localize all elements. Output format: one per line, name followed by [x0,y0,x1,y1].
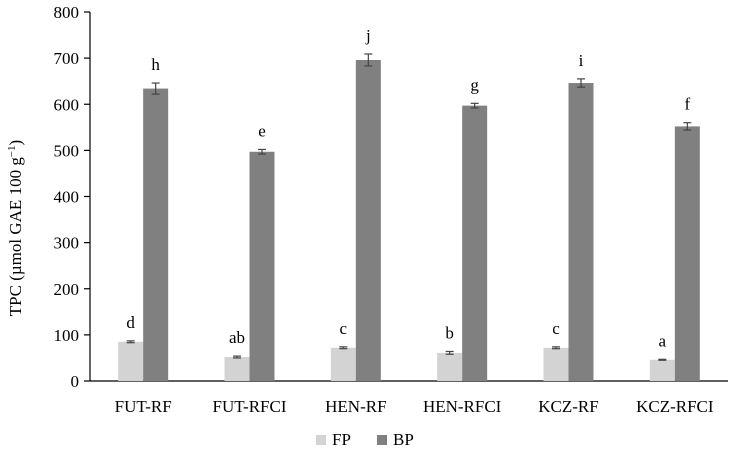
bar-bp [674,126,700,381]
y-tick-label: 200 [54,280,80,299]
significance-labels: d h ab e c j b g c i a f [126,26,690,350]
significance-letter: g [470,75,479,94]
bar-bp [249,151,275,381]
category-labels: FUT-RF FUT-RFCI HEN-RF HEN-RFCI KCZ-RF KCZ-RF… [115,397,714,416]
x-category-label: HEN-RFCI [423,397,502,416]
y-tick-label: 400 [54,188,80,207]
error-bars [126,53,692,361]
y-tick-label: 800 [54,3,80,22]
y-axis-label-superscript: −1 [6,145,18,157]
x-category-label: HEN-RF [325,397,386,416]
y-axis-label-main: TPC (µmol GAE 100 g [6,157,25,317]
legend-swatch-fp [316,435,326,445]
bar-fp [437,352,463,381]
y-tick-label: 700 [54,49,80,68]
legend-label-fp: FP [332,430,351,449]
bar-fp [330,347,356,381]
significance-letter: e [258,121,266,140]
y-axis-label-suffix: ) [6,140,25,146]
significance-letter: b [445,323,454,342]
significance-letter: c [552,319,560,338]
legend-swatch-bp [377,435,387,445]
x-category-label: KCZ-RF [538,397,598,416]
x-category-label: KCZ-RFCI [636,397,714,416]
y-tick-label: 100 [54,326,80,345]
y-axis: 0 100 200 300 400 500 600 700 800 [54,3,91,391]
significance-letter: i [579,51,584,70]
bar-fp [224,357,250,381]
x-category-label: FUT-RF [115,397,172,416]
bar-bp [355,59,381,381]
legend: FP BP [316,430,414,449]
legend-label-bp: BP [393,430,414,449]
y-tick-label: 600 [54,95,80,114]
bars [118,59,700,381]
bar-fp [543,347,569,381]
bar-fp [118,341,144,381]
significance-letter: f [684,95,690,114]
y-tick-label: 0 [71,372,80,391]
significance-letter: d [126,313,135,332]
significance-letter: a [659,331,667,350]
significance-letter: h [151,55,160,74]
significance-letter: ab [229,328,245,347]
y-tick-label: 500 [54,141,80,160]
significance-letter: j [365,26,371,45]
x-category-label: FUT-RFCI [212,397,286,416]
bar-bp [462,105,488,381]
y-axis-label: TPC (µmol GAE 100 g−1) [6,140,25,316]
bar-fp [649,359,675,381]
y-tick-label: 300 [54,234,80,253]
bar-bp [143,88,169,381]
significance-letter: c [340,319,348,338]
bar-bp [568,83,594,381]
